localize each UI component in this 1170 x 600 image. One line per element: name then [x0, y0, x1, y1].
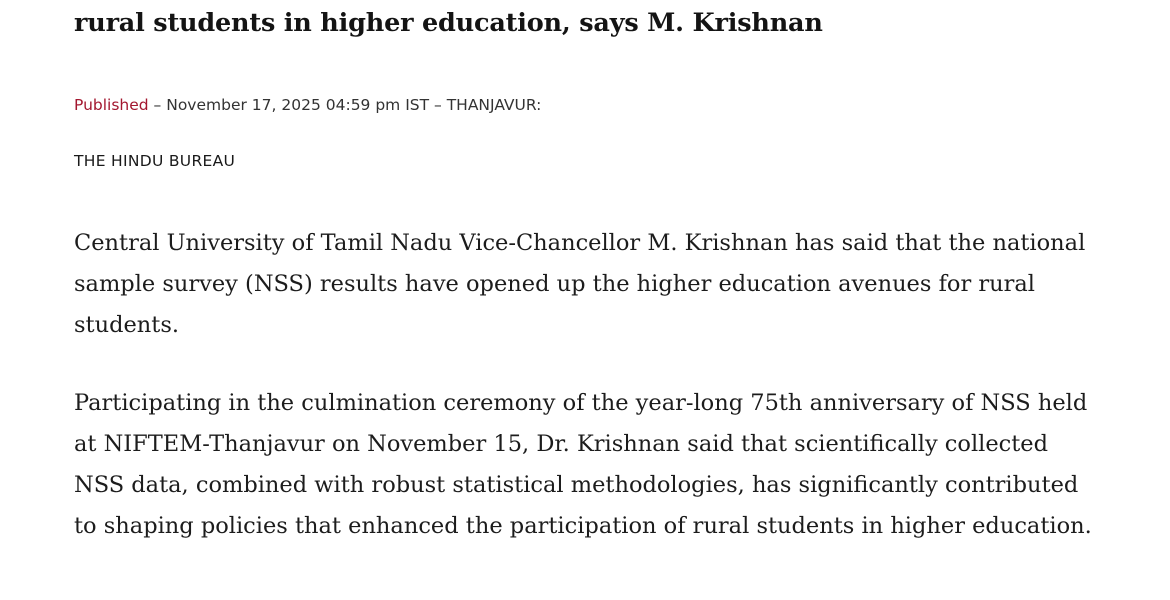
- meta-separator: –: [148, 96, 167, 114]
- article-paragraph-1: Central University of Tamil Nadu Vice-Ch…: [74, 230, 1086, 338]
- meta-separator-2: –: [429, 96, 447, 114]
- article-meta: Published – November 17, 2025 04:59 pm I…: [74, 94, 541, 116]
- dateline-location: THANJAVUR:: [446, 96, 542, 114]
- published-label: Published: [74, 96, 149, 114]
- article-headline: methodologies, significantly contributed…: [74, 8, 823, 38]
- article-paragraph-2: Participating in the culmination ceremon…: [74, 390, 1092, 539]
- publish-datetime: November 17, 2025 04:59 pm IST: [166, 96, 430, 114]
- author-byline[interactable]: THE HINDU BUREAU: [74, 152, 236, 170]
